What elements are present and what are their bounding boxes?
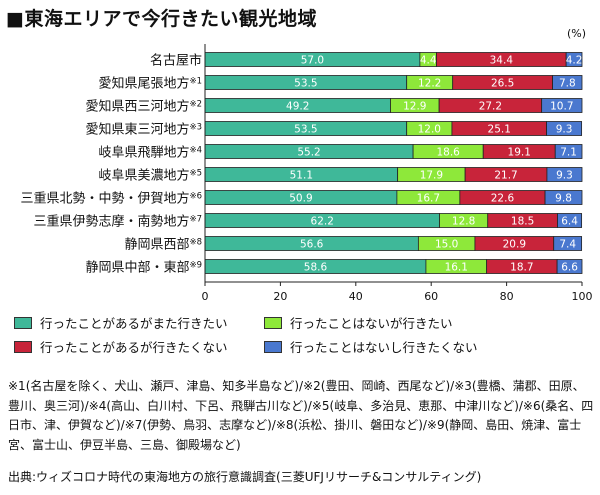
category-label: 三重県伊勢志摩・南勢地方※7 bbox=[33, 214, 202, 230]
data-label: 18.5 bbox=[511, 216, 534, 228]
data-label: 19.1 bbox=[508, 147, 531, 159]
data-label: 12.8 bbox=[452, 216, 475, 228]
x-tick-label: 0 bbox=[202, 290, 209, 303]
bar-segment bbox=[541, 98, 583, 113]
data-label: 10.7 bbox=[550, 101, 573, 113]
data-label: 55.2 bbox=[297, 147, 320, 159]
category-label: 愛知県尾張地方※1 bbox=[98, 76, 202, 92]
data-label: 12.2 bbox=[418, 78, 441, 90]
data-label: 9.3 bbox=[556, 124, 573, 136]
data-label: 53.5 bbox=[294, 124, 317, 136]
legend-item: 行ったことがあるがまた行きたい bbox=[14, 313, 228, 332]
data-label: 15.0 bbox=[435, 239, 458, 251]
data-label: 4.2 bbox=[566, 55, 583, 67]
legend-label: 行ったことがあるが行きたくない bbox=[40, 340, 228, 355]
data-label: 53.5 bbox=[294, 78, 317, 90]
category-label: 名古屋市 bbox=[150, 53, 202, 69]
bar-segment bbox=[556, 259, 583, 274]
legend-swatch bbox=[14, 316, 32, 329]
category-label: 岐阜県飛騨地方※4 bbox=[98, 145, 202, 161]
data-label: 16.1 bbox=[445, 262, 468, 274]
chart-title: ■東海エリアで今行きたい観光地域 bbox=[6, 8, 317, 30]
category-label: 岐阜県美濃地方※5 bbox=[98, 168, 202, 184]
data-label: 12.0 bbox=[418, 124, 441, 136]
data-label: 12.9 bbox=[403, 101, 426, 113]
legend-label: 行ったことはないが行きたい bbox=[290, 316, 453, 331]
x-tick-label: 60 bbox=[424, 290, 438, 303]
legend-label: 行ったことがあるがまた行きたい bbox=[40, 316, 228, 331]
x-tick-label: 40 bbox=[349, 290, 363, 303]
category-label: 静岡県西部※8 bbox=[124, 238, 202, 253]
data-label: 9.8 bbox=[555, 193, 572, 205]
data-label: 22.6 bbox=[491, 193, 515, 205]
legend-item: 行ったことがあるが行きたくない bbox=[14, 337, 228, 356]
legend-item: 行ったことはないし行きたくない bbox=[264, 337, 478, 356]
x-tick-label: 20 bbox=[273, 290, 287, 303]
bar-segment bbox=[553, 236, 583, 251]
data-label: 25.1 bbox=[488, 124, 511, 136]
data-label: 49.2 bbox=[286, 101, 309, 113]
x-tick-label: 80 bbox=[500, 290, 514, 303]
legend-swatch bbox=[264, 340, 282, 353]
bar-segment bbox=[546, 121, 583, 136]
data-label: 56.6 bbox=[300, 239, 324, 251]
unit-label: (%) bbox=[567, 27, 586, 40]
data-label: 6.4 bbox=[561, 216, 578, 228]
bar-segment bbox=[557, 213, 583, 228]
data-label: 17.9 bbox=[420, 170, 443, 182]
footnotes: ※1(名古屋を除く、犬山、瀬戸、津島、知多半島など)/※2(豊田、岡崎、西尾など… bbox=[8, 379, 594, 452]
bar-segment bbox=[552, 75, 583, 90]
data-label: 7.4 bbox=[559, 239, 576, 251]
data-label: 18.6 bbox=[436, 147, 460, 159]
category-label: 愛知県西三河地方※2 bbox=[85, 99, 202, 115]
data-label: 26.5 bbox=[491, 78, 514, 90]
bar-segment bbox=[554, 144, 583, 159]
category-label: 静岡県中部・東部※9 bbox=[85, 260, 202, 276]
data-label: 6.6 bbox=[561, 262, 578, 274]
data-label: 57.0 bbox=[301, 55, 324, 67]
data-label: 21.7 bbox=[494, 170, 517, 182]
legend-swatch bbox=[264, 316, 282, 329]
data-label: 16.7 bbox=[417, 193, 440, 205]
stacked-bar-chart: (%) 名古屋市 57.0 4.4 34.4 4.2 愛知県尾張地方※1 53.5 12.2 26… bbox=[20, 27, 593, 303]
data-label: 27.2 bbox=[479, 101, 502, 113]
data-label: 20.9 bbox=[503, 239, 526, 251]
data-label: 18.7 bbox=[510, 262, 533, 274]
data-label: 58.6 bbox=[304, 262, 328, 274]
data-label: 62.2 bbox=[311, 216, 334, 228]
category-label: 愛知県東三河地方※3 bbox=[85, 122, 202, 138]
data-label: 50.9 bbox=[289, 193, 312, 205]
data-label: 7.1 bbox=[560, 147, 577, 159]
legend-swatch bbox=[14, 340, 32, 353]
data-label: 7.8 bbox=[559, 78, 576, 90]
category-label: 三重県北勢・中勢・伊賀地方※6 bbox=[20, 191, 202, 207]
legend-label: 行ったことはないし行きたくない bbox=[290, 340, 478, 355]
data-label: 34.4 bbox=[490, 55, 514, 67]
data-label: 9.3 bbox=[556, 170, 573, 182]
bar-segment bbox=[544, 190, 583, 205]
legend-item: 行ったことはないが行きたい bbox=[264, 313, 453, 332]
x-tick-label: 100 bbox=[572, 290, 593, 303]
data-label: 4.4 bbox=[420, 55, 437, 67]
bar-segment bbox=[565, 52, 583, 67]
data-label: 51.1 bbox=[290, 170, 313, 182]
legend: 行ったことがあるがまた行きたい 行ったことはないが行きたい行ったことがあるが行きた… bbox=[14, 313, 594, 363]
source-credit: 出典:ウィズコロナ時代の東海地方の旅行意識調査(三菱UFJリサーチ&コンサルティ… bbox=[8, 470, 482, 484]
bar-segment bbox=[546, 167, 583, 182]
